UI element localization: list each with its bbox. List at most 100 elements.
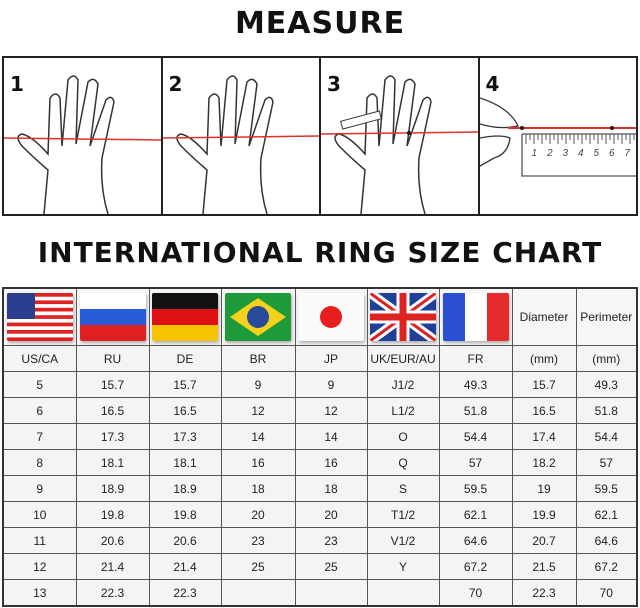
table-cell: 25 [294,553,368,580]
table-cell: T1/2 [366,501,440,528]
hand-outline [334,75,432,214]
ruler-label: 7 [624,148,631,159]
flag-cell [148,287,222,346]
step-2-panel: 2 [162,58,321,214]
flag-cell [220,287,296,346]
table-cell: 9 [220,371,296,398]
russia-flag-icon [79,293,146,341]
flag-row: Diameter Perimeter [2,287,638,346]
table-cell: 64.6 [575,527,638,554]
flag-cell [2,287,77,346]
hand-with-string-illustration [4,75,161,214]
table-cell: 5 [2,371,77,398]
table-cell: 57 [438,449,513,476]
step-3-panel: 3 [321,58,480,214]
ruler-label: 4 [578,148,584,159]
header-row: US/CA RU DE BR JP UK/EUR/AU FR (mm) (mm) [2,345,638,372]
column-header: BR [220,345,296,372]
table-cell: 54.4 [575,423,638,450]
table-cell: 67.2 [575,553,638,580]
column-header: (mm) [575,345,638,372]
table-cell: 15.7 [75,371,150,398]
table-cell: 15.7 [511,371,577,398]
table-cell: 9 [2,475,77,502]
step-number: 1 [10,72,24,96]
table-row: 8 18.1 18.1 16 16 Q 57 18.2 57 [2,449,638,476]
japan-flag-icon [298,293,364,341]
usa-flag-icon [6,293,73,341]
table-cell: Q [366,449,440,476]
table-cell: 14 [220,423,296,450]
table-row: 5 15.7 15.7 9 9 J1/2 49.3 15.7 49.3 [2,371,638,398]
table-cell: Y [366,553,440,580]
table-row: 13 22.3 22.3 70 22.3 70 [2,579,638,607]
germany-flag-icon [152,293,218,341]
table-cell: 17.3 [75,423,150,450]
table-cell: 62.1 [438,501,513,528]
table-cell: 23 [294,527,368,554]
table-cell: O [366,423,440,450]
table-cell: 22.3 [75,579,150,607]
column-header: Diameter [511,287,577,346]
table-cell: 9 [294,371,368,398]
table-cell: 23 [220,527,296,554]
table-cell: 20 [220,501,296,528]
hand-marking-string-illustration [321,75,478,214]
ruler-label: 2 [547,148,553,159]
table-cell: 18.9 [148,475,222,502]
table-cell: 62.1 [575,501,638,528]
flag-cell [294,287,368,346]
table-cell: 22.3 [148,579,222,607]
table-cell: 51.8 [438,397,513,424]
table-cell: 18 [220,475,296,502]
table-cell: 18.1 [75,449,150,476]
ruler-label: 3 [562,148,569,159]
step-1-panel: 1 [4,58,163,214]
flag-cell [75,287,150,346]
table-cell: 20.7 [511,527,577,554]
table-cell: 11 [2,527,77,554]
column-header: US/CA [2,345,77,372]
column-header: DE [148,345,222,372]
table-cell: 54.4 [438,423,513,450]
table-cell: J1/2 [366,371,440,398]
table-cell: 19 [511,475,577,502]
table-row: 10 19.8 19.8 20 20 T1/2 62.1 19.9 62.1 [2,501,638,528]
ruler-label: 5 [593,148,600,159]
table-cell: 19.8 [148,501,222,528]
table-cell: 19.9 [511,501,577,528]
table-cell: 49.3 [438,371,513,398]
column-header: JP [294,345,368,372]
table-cell: 12 [294,397,368,424]
column-header: FR [438,345,513,372]
table-cell: 21.4 [148,553,222,580]
table-cell: 20 [294,501,368,528]
column-header: RU [75,345,150,372]
ruler-measure-illustration [479,97,636,177]
ruler-label: 1 [531,148,538,159]
table-cell: 18.2 [511,449,577,476]
table-cell: 16.5 [75,397,150,424]
table-cell: 51.8 [575,397,638,424]
table-row: 12 21.4 21.4 25 25 Y 67.2 21.5 67.2 [2,553,638,580]
table-cell: 20.6 [148,527,222,554]
column-header: (mm) [511,345,577,372]
ruler-label: 6 [609,148,615,159]
table-row: 6 16.5 16.5 12 12 L1/2 51.8 16.5 51.8 [2,397,638,424]
flag-cell [366,287,440,346]
table-row: 11 20.6 20.6 23 23 V1/2 64.6 20.7 64.6 [2,527,638,554]
table-cell: 59.5 [575,475,638,502]
table-cell: 12 [220,397,296,424]
table-cell: 49.3 [575,371,638,398]
table-cell: L1/2 [366,397,440,424]
table-cell: 20.6 [75,527,150,554]
column-header: UK/EUR/AU [366,345,440,372]
table-cell: 70 [575,579,638,607]
hand-outline [175,75,274,214]
step-number: 2 [168,72,183,96]
table-cell: 18.9 [75,475,150,502]
flag-cell [438,287,513,346]
column-header: Perimeter [575,287,638,346]
brazil-flag-icon [225,293,291,341]
